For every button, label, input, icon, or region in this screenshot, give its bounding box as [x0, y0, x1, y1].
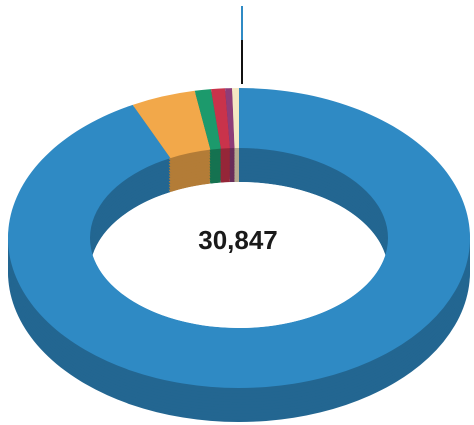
slice — [210, 88, 230, 149]
slice — [7, 88, 471, 388]
slice — [225, 88, 235, 149]
slice — [132, 90, 211, 159]
center-total: 30,847 — [198, 225, 278, 255]
slice — [232, 88, 239, 149]
donut — [7, 88, 471, 422]
slice — [194, 89, 221, 150]
